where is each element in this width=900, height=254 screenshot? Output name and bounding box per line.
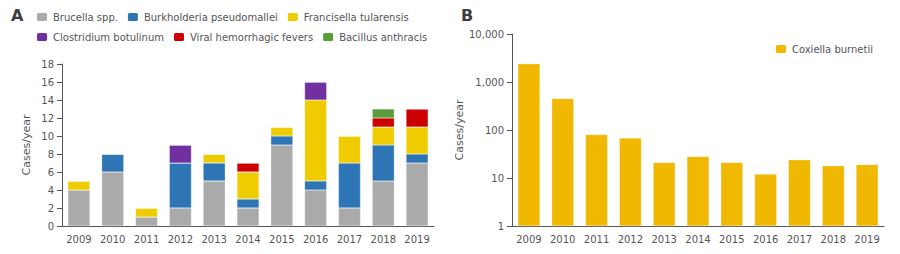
svg-text:2011: 2011 bbox=[584, 234, 609, 245]
svg-text:2019: 2019 bbox=[854, 234, 879, 245]
svg-text:2018: 2018 bbox=[821, 234, 846, 245]
svg-text:100: 100 bbox=[485, 125, 504, 136]
svg-text:2018: 2018 bbox=[371, 234, 396, 245]
svg-text:14: 14 bbox=[41, 95, 54, 106]
svg-text:8: 8 bbox=[48, 149, 54, 160]
svg-text:A: A bbox=[11, 6, 24, 25]
svg-text:2016: 2016 bbox=[303, 234, 328, 245]
svg-text:Coxiella burnetii: Coxiella burnetii bbox=[792, 44, 873, 55]
svg-text:2017: 2017 bbox=[787, 234, 812, 245]
svg-text:10: 10 bbox=[41, 131, 54, 142]
svg-text:6: 6 bbox=[48, 167, 54, 178]
svg-text:10,000: 10,000 bbox=[469, 29, 504, 40]
svg-text:18: 18 bbox=[41, 59, 54, 70]
svg-text:2013: 2013 bbox=[651, 234, 676, 245]
svg-text:Cases/year: Cases/year bbox=[453, 99, 466, 160]
svg-text:2010: 2010 bbox=[550, 234, 575, 245]
svg-text:2015: 2015 bbox=[719, 234, 744, 245]
svg-text:12: 12 bbox=[41, 113, 54, 124]
svg-text:10: 10 bbox=[491, 173, 504, 184]
svg-text:Brucella spp.: Brucella spp. bbox=[53, 12, 118, 23]
svg-text:Bacillus anthracis: Bacillus anthracis bbox=[339, 32, 427, 43]
svg-text:4: 4 bbox=[48, 185, 54, 196]
svg-text:2014: 2014 bbox=[685, 234, 710, 245]
svg-text:Viral hemorrhagic fevers: Viral hemorrhagic fevers bbox=[190, 32, 313, 43]
svg-text:2009: 2009 bbox=[516, 234, 541, 245]
svg-text:0: 0 bbox=[48, 221, 54, 232]
svg-text:2012: 2012 bbox=[168, 234, 193, 245]
svg-text:16: 16 bbox=[41, 77, 54, 88]
svg-text:2017: 2017 bbox=[337, 234, 362, 245]
svg-text:2009: 2009 bbox=[66, 234, 91, 245]
svg-text:2014: 2014 bbox=[235, 234, 260, 245]
svg-text:2012: 2012 bbox=[618, 234, 643, 245]
svg-text:1: 1 bbox=[498, 221, 504, 232]
svg-text:Clostridium botulinum: Clostridium botulinum bbox=[53, 32, 164, 43]
svg-text:2016: 2016 bbox=[753, 234, 778, 245]
svg-text:Francisella tularensis: Francisella tularensis bbox=[304, 12, 409, 23]
svg-text:B: B bbox=[461, 6, 473, 25]
svg-text:2019: 2019 bbox=[404, 234, 429, 245]
svg-text:1,000: 1,000 bbox=[475, 77, 504, 88]
svg-text:2015: 2015 bbox=[269, 234, 294, 245]
svg-text:Burkholderia pseudomallei: Burkholderia pseudomallei bbox=[144, 12, 278, 23]
svg-text:2013: 2013 bbox=[201, 234, 226, 245]
svg-text:2011: 2011 bbox=[134, 234, 159, 245]
svg-text:2: 2 bbox=[48, 203, 54, 214]
svg-text:Cases/year: Cases/year bbox=[20, 114, 33, 175]
svg-text:2010: 2010 bbox=[100, 234, 125, 245]
